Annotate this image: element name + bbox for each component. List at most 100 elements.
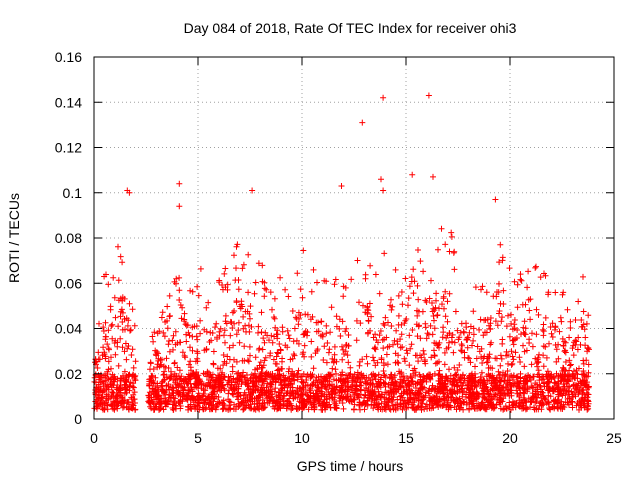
data-point (297, 392, 304, 399)
data-point (184, 322, 191, 329)
data-point (461, 354, 468, 361)
data-point (176, 274, 183, 281)
data-point (478, 286, 484, 293)
data-point (240, 325, 247, 332)
data-point (524, 384, 531, 391)
data-point (220, 362, 227, 369)
data-point (540, 332, 547, 339)
data-point (295, 321, 302, 328)
data-point (238, 399, 245, 406)
data-point (403, 347, 410, 354)
data-point (130, 391, 137, 398)
data-point (221, 402, 228, 409)
data-point (182, 354, 189, 361)
data-point (510, 337, 517, 344)
data-point (388, 323, 395, 329)
data-point (210, 348, 217, 355)
data-point (503, 405, 510, 412)
data-point (339, 343, 345, 350)
data-point (466, 394, 473, 401)
data-point (580, 371, 587, 377)
data-point (558, 403, 565, 409)
data-point (470, 325, 477, 332)
data-point (553, 346, 560, 353)
data-point (114, 393, 121, 400)
data-point (454, 377, 461, 384)
data-point (485, 365, 492, 371)
data-point (548, 376, 555, 383)
data-point (274, 400, 281, 407)
data-point (302, 311, 309, 318)
data-point (126, 382, 133, 389)
data-point (552, 398, 559, 405)
data-point (176, 203, 183, 210)
data-point (395, 312, 402, 319)
data-point (119, 326, 126, 333)
data-point (155, 392, 162, 399)
data-point (431, 347, 437, 354)
data-point (329, 355, 336, 362)
data-point (508, 320, 515, 327)
data-point (261, 339, 268, 346)
data-point (547, 406, 554, 413)
data-point (569, 376, 576, 382)
data-point (584, 345, 591, 352)
data-point (506, 265, 513, 272)
data-point (368, 401, 375, 408)
data-point (233, 298, 240, 304)
data-point (201, 326, 208, 333)
data-point (315, 328, 322, 335)
data-point (211, 378, 218, 385)
data-point (108, 323, 115, 329)
data-point (559, 335, 566, 342)
data-point (268, 381, 275, 388)
data-point (324, 340, 331, 346)
data-point (119, 309, 126, 316)
data-point (524, 284, 531, 291)
data-point (380, 360, 387, 366)
data-point (472, 284, 479, 291)
data-point (208, 405, 215, 412)
data-point (257, 359, 264, 366)
data-point (393, 401, 400, 408)
data-point (378, 400, 385, 407)
data-point (547, 324, 554, 330)
data-point (166, 391, 173, 398)
data-point (413, 391, 419, 398)
data-point (211, 388, 218, 395)
data-point (171, 398, 178, 405)
data-point (454, 367, 461, 373)
data-point (564, 306, 571, 313)
data-point (578, 380, 585, 387)
data-point (452, 308, 459, 315)
data-point (152, 347, 159, 354)
x-tick-label: 5 (194, 430, 202, 446)
data-point (126, 300, 133, 307)
data-point (384, 361, 391, 368)
data-point (367, 381, 374, 388)
data-point (276, 389, 283, 396)
data-point (187, 344, 193, 351)
data-point (466, 355, 473, 362)
data-point (583, 389, 590, 396)
data-point (500, 395, 507, 402)
notable-points (124, 92, 499, 210)
data-point (347, 384, 354, 391)
data-point (119, 384, 125, 391)
data-point (514, 381, 521, 388)
data-point (400, 373, 407, 380)
data-point (166, 348, 173, 355)
data-point (246, 328, 253, 335)
data-point (438, 383, 445, 390)
data-point (554, 384, 561, 391)
data-point (461, 349, 468, 356)
data-point (404, 397, 411, 403)
data-point (269, 376, 276, 383)
data-point (295, 367, 302, 374)
data-point (172, 328, 179, 335)
data-point (545, 392, 552, 399)
data-point (557, 314, 564, 321)
data-point (229, 325, 236, 331)
data-point (420, 268, 427, 275)
data-point (222, 339, 228, 346)
